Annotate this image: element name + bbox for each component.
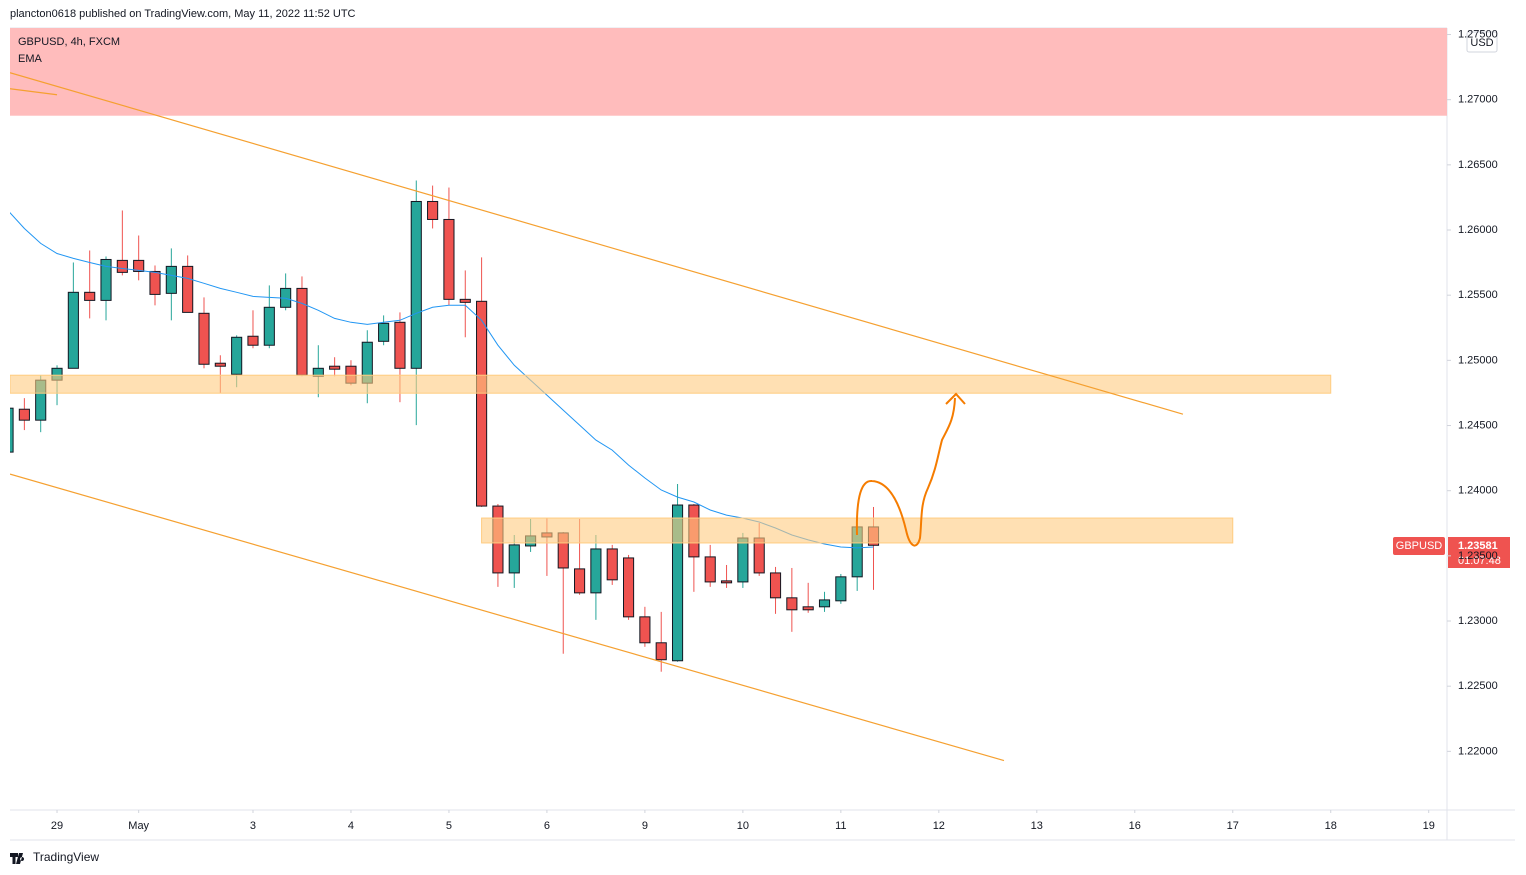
candle-body xyxy=(639,616,651,644)
candle-body xyxy=(247,335,259,346)
candle-body xyxy=(802,606,814,611)
candle-body xyxy=(818,599,831,608)
candle-body xyxy=(574,568,586,594)
zone xyxy=(10,374,1332,394)
chart-title: GBPUSD, 4h, FXCM xyxy=(18,36,120,48)
candle-body xyxy=(623,557,635,618)
candle-body xyxy=(182,265,194,313)
candle-body xyxy=(720,580,733,584)
x-tick-label: 16 xyxy=(1129,820,1141,832)
candle-body xyxy=(231,336,243,375)
x-tick-label: 5 xyxy=(446,820,452,832)
y-tick-label: 1.23500 xyxy=(1458,550,1498,562)
last-price-tag xyxy=(1448,537,1510,568)
candle-body xyxy=(655,642,667,661)
candle-body xyxy=(606,548,618,581)
candle-body xyxy=(329,365,341,370)
candle-body xyxy=(67,291,79,369)
candle-body xyxy=(100,258,112,301)
x-tick-label: 9 xyxy=(642,820,648,832)
candle-body xyxy=(410,200,422,369)
currency-label[interactable]: USD xyxy=(1470,37,1493,49)
y-tick-label: 1.22500 xyxy=(1458,680,1498,692)
candle-body xyxy=(508,544,520,574)
y-tick-label: 1.27000 xyxy=(1458,94,1498,106)
x-tick-label: 29 xyxy=(51,820,63,832)
candle-body xyxy=(786,597,798,611)
y-tick-label: 1.26500 xyxy=(1458,159,1498,171)
candle-body xyxy=(263,306,275,346)
brand-name: TradingView xyxy=(33,850,99,864)
candle-body xyxy=(165,265,177,294)
x-tick-label: 13 xyxy=(1031,820,1043,832)
candle-body xyxy=(133,259,145,272)
zone xyxy=(10,28,1447,116)
x-tick-label: 10 xyxy=(737,820,749,832)
x-tick-label: 18 xyxy=(1325,820,1337,832)
arrow-head xyxy=(945,392,966,405)
y-tick-label: 1.25000 xyxy=(1458,354,1498,366)
y-tick-label: 1.26000 xyxy=(1458,224,1498,236)
trend-line xyxy=(10,473,1005,762)
brand-logo xyxy=(10,853,25,864)
last-price-label: 1.23581 xyxy=(1458,540,1498,552)
candle-body xyxy=(84,291,96,301)
candle-body xyxy=(590,548,602,594)
candle-body xyxy=(214,362,226,367)
hand-drawn-path xyxy=(855,397,956,547)
x-tick-label: 11 xyxy=(835,820,846,832)
candle-body xyxy=(737,537,749,583)
y-tick-label: 1.24000 xyxy=(1458,485,1498,497)
y-tick-label: 1.24500 xyxy=(1458,419,1498,431)
x-tick-label: 17 xyxy=(1227,820,1239,832)
candle-body xyxy=(116,259,128,273)
candle-body xyxy=(704,556,716,583)
candle-body xyxy=(378,322,390,342)
x-tick-label: 6 xyxy=(544,820,550,832)
y-tick-label: 1.22000 xyxy=(1458,745,1498,757)
candle-body xyxy=(18,408,30,421)
candle-body xyxy=(459,298,471,303)
candle-body xyxy=(427,200,439,220)
symbol-tag-label: GBPUSD xyxy=(1396,540,1443,552)
x-tick-label: 12 xyxy=(933,820,945,832)
candle-body xyxy=(769,572,782,599)
y-tick-label: 1.27500 xyxy=(1458,28,1498,40)
currency-box[interactable] xyxy=(1466,31,1498,53)
y-tick-label: 1.25500 xyxy=(1458,289,1498,301)
candle-body xyxy=(296,287,308,376)
x-tick-label: May xyxy=(128,820,149,832)
x-tick-label: 3 xyxy=(250,820,256,832)
candle-body xyxy=(671,504,684,662)
candle-body xyxy=(394,321,406,369)
plot-area xyxy=(10,28,1447,762)
indicator-legend: EMA xyxy=(18,53,43,65)
x-tick-label: 4 xyxy=(348,820,354,832)
candle-body xyxy=(149,270,161,295)
candle-body xyxy=(835,576,847,602)
countdown-label: 01:07:48 xyxy=(1458,555,1501,567)
ema-line xyxy=(10,211,874,549)
candle-body xyxy=(198,312,210,365)
trend-line xyxy=(10,72,1184,415)
candle-body xyxy=(443,218,455,300)
symbol-tag xyxy=(1393,537,1445,555)
y-tick-label: 1.23000 xyxy=(1458,615,1498,627)
x-tick-label: 19 xyxy=(1423,820,1435,832)
trend-line xyxy=(10,88,58,96)
publisher-line: plancton0618 published on TradingView.co… xyxy=(10,8,356,20)
candle-body xyxy=(10,407,14,453)
candle-body xyxy=(476,300,488,507)
